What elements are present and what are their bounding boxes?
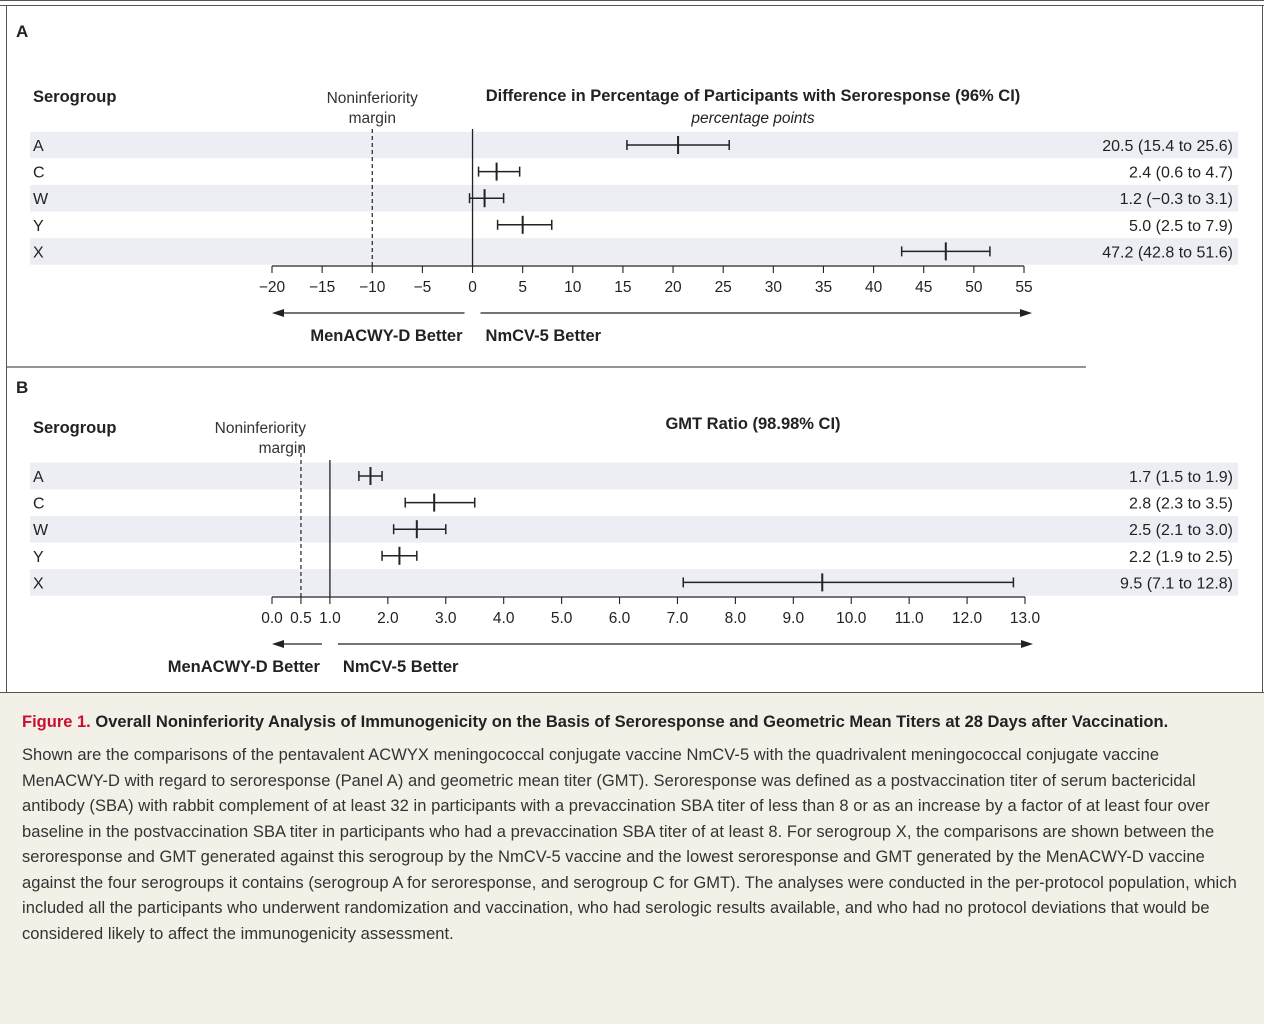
x-tick-label: −10 <box>359 279 386 296</box>
estimate-label: 2.2 (1.9 to 2.5) <box>1129 549 1233 566</box>
x-tick-label: 0.5 <box>290 610 312 627</box>
x-tick-label: 3.0 <box>435 610 457 627</box>
left-arrowhead <box>272 640 284 648</box>
row-band <box>30 569 1238 596</box>
x-tick-label: −20 <box>259 279 286 296</box>
right-favors-label: NmCV-5 Better <box>343 658 459 676</box>
x-tick-label: 10 <box>564 279 582 296</box>
estimate-label: 1.7 (1.5 to 1.9) <box>1129 469 1233 486</box>
x-tick-label: 5.0 <box>551 610 573 627</box>
serogroup-label: W <box>33 191 49 208</box>
caption-body: Shown are the comparisons of the pentava… <box>22 746 1237 943</box>
estimate-label: 9.5 (7.1 to 12.8) <box>1120 575 1233 592</box>
right-favors-label: NmCV-5 Better <box>486 327 602 345</box>
serogroup-label: Y <box>33 218 44 235</box>
x-tick-label: 10.0 <box>836 610 867 627</box>
serogroup-label: X <box>33 575 44 592</box>
serogroup-label: Y <box>33 549 44 566</box>
x-tick-label: 7.0 <box>667 610 689 627</box>
x-tick-label: 0 <box>468 279 477 296</box>
right-arrowhead <box>1020 309 1032 317</box>
estimate-label: 47.2 (42.8 to 51.6) <box>1102 244 1233 261</box>
x-tick-label: 55 <box>1015 279 1032 296</box>
caption-title-text: Overall Noninferiority Analysis of Immun… <box>95 713 1169 731</box>
left-arrowhead <box>272 309 284 317</box>
forest-plot-panel-a: A Serogroup Difference in Percentage of Pa… <box>0 6 1264 368</box>
x-tick-label: 13.0 <box>1010 610 1041 627</box>
right-arrowhead <box>1021 640 1033 648</box>
x-tick-label: −5 <box>414 279 432 296</box>
x-tick-label: 35 <box>815 279 832 296</box>
x-tick-label: 15 <box>614 279 631 296</box>
x-tick-label: 25 <box>715 279 732 296</box>
x-tick-label: 45 <box>915 279 932 296</box>
left-favors-label: MenACWY-D Better <box>168 658 321 676</box>
chart-title: Difference in Percentage of Participants… <box>486 87 1021 105</box>
x-tick-label: 0.0 <box>261 610 283 627</box>
estimate-label: 5.0 (2.5 to 7.9) <box>1129 218 1233 235</box>
forest-plot-b-svg: B Serogroup GMT Ratio (98.98% CI) Noninferi… <box>16 378 1238 676</box>
figure-right-border <box>1262 6 1263 692</box>
figure-top-rule <box>0 0 1264 6</box>
x-tick-label: 2.0 <box>377 610 399 627</box>
chart-subtitle: percentage points <box>690 110 814 127</box>
estimate-label: 2.5 (2.1 to 3.0) <box>1129 522 1233 539</box>
row-band <box>30 515 1238 543</box>
row-band <box>30 184 1238 212</box>
serogroup-label: A <box>33 138 44 155</box>
caption-title: Figure 1. Overall Noninferiority Analysi… <box>22 711 1244 733</box>
x-tick-label: 30 <box>765 279 783 296</box>
noninferiority-label-line2: margin <box>259 440 306 457</box>
estimate-label: 1.2 (−0.3 to 3.1) <box>1120 191 1233 208</box>
x-tick-label: −15 <box>309 279 335 296</box>
forest-plot-panel-b: B Serogroup GMT Ratio (98.98% CI) Noninferi… <box>0 368 1264 692</box>
noninferiority-label-line1: Noninferiority <box>215 420 307 437</box>
x-tick-label: 50 <box>965 279 983 296</box>
serogroup-label: C <box>33 496 45 513</box>
serogroup-label: W <box>33 522 49 539</box>
chart-title: GMT Ratio (98.98% CI) <box>665 415 840 433</box>
panel-label: A <box>16 22 28 41</box>
x-tick-label: 1.0 <box>319 610 341 627</box>
x-tick-label: 20 <box>664 279 682 296</box>
caption-figure-label: Figure 1. <box>22 713 91 731</box>
x-tick-label: 8.0 <box>725 610 747 627</box>
x-tick-label: 12.0 <box>952 610 983 627</box>
noninferiority-label-line1: Noninferiority <box>327 90 419 107</box>
left-favors-label: MenACWY-D Better <box>310 327 463 345</box>
panel-label: B <box>16 378 28 397</box>
x-tick-label: 6.0 <box>609 610 631 627</box>
figure-left-border <box>6 6 7 692</box>
serogroup-label: C <box>33 165 45 182</box>
estimate-label: 20.5 (15.4 to 25.6) <box>1102 138 1233 155</box>
figure-caption: Figure 1. Overall Noninferiority Analysi… <box>0 692 1264 1024</box>
row-band <box>30 462 1238 490</box>
x-tick-label: 4.0 <box>493 610 515 627</box>
estimate-label: 2.8 (2.3 to 3.5) <box>1129 496 1233 513</box>
x-tick-label: 5 <box>518 279 527 296</box>
x-tick-label: 40 <box>865 279 883 296</box>
row-band <box>30 238 1238 265</box>
serogroup-label: A <box>33 469 44 486</box>
serogroup-header: Serogroup <box>33 88 116 106</box>
forest-plot-a-svg: A Serogroup Difference in Percentage of Pa… <box>6 22 1238 368</box>
noninferiority-label-line2: margin <box>349 110 396 127</box>
serogroup-label: X <box>33 244 44 261</box>
serogroup-header: Serogroup <box>33 419 116 437</box>
x-tick-label: 9.0 <box>783 610 805 627</box>
x-tick-label: 11.0 <box>895 610 924 627</box>
estimate-label: 2.4 (0.6 to 4.7) <box>1129 165 1233 182</box>
